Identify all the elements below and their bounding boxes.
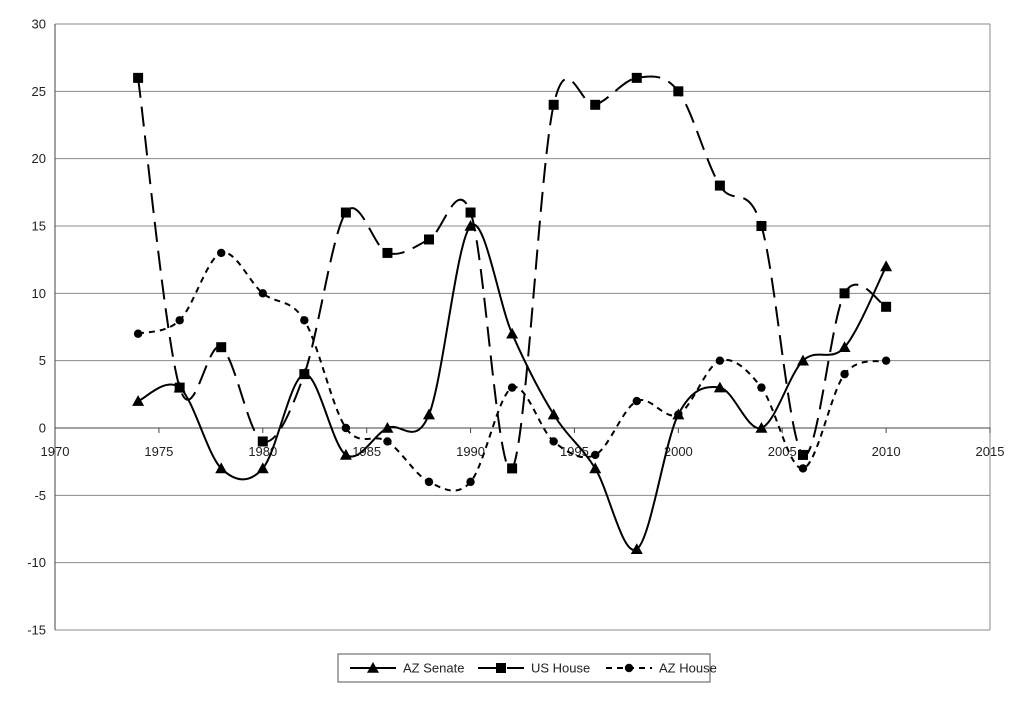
data-point-az-house bbox=[341, 423, 351, 433]
x-tick-label: 2015 bbox=[976, 444, 1005, 459]
data-point-az-house bbox=[133, 329, 143, 338]
gridlines bbox=[55, 23, 990, 631]
data-point-us-house bbox=[382, 247, 393, 258]
data-point-az-senate bbox=[215, 462, 228, 474]
legend-label-az-senate: AZ Senate bbox=[403, 661, 464, 676]
x-tick-label: 2000 bbox=[664, 444, 693, 459]
data-point-az-senate bbox=[880, 260, 893, 272]
legend-marker-us-house bbox=[496, 663, 506, 673]
y-tick-label: 0 bbox=[39, 421, 46, 436]
legend-label-az-house: AZ House bbox=[659, 661, 717, 676]
y-tick-label: 5 bbox=[39, 353, 46, 368]
data-point-us-house bbox=[133, 72, 144, 83]
legend: AZ Senate US House AZ House bbox=[337, 653, 717, 683]
y-tick-label: -10 bbox=[27, 555, 46, 570]
data-point-az-senate bbox=[713, 381, 726, 393]
data-point-us-house bbox=[465, 207, 476, 218]
data-point-us-house bbox=[216, 342, 227, 353]
x-tick-label: 1975 bbox=[144, 444, 173, 459]
x-tick-label: 1970 bbox=[41, 444, 70, 459]
data-point-az-house bbox=[383, 437, 392, 446]
data-point-az-house bbox=[798, 464, 808, 473]
y-tick-label: 25 bbox=[32, 84, 46, 99]
data-point-az-house bbox=[424, 477, 434, 487]
y-tick-label: -5 bbox=[34, 488, 46, 503]
data-point-az-senate bbox=[589, 462, 602, 474]
data-point-az-house bbox=[674, 410, 683, 419]
data-point-az-house bbox=[258, 289, 267, 298]
data-point-az-house bbox=[466, 477, 475, 487]
x-tick-label: 1990 bbox=[456, 444, 485, 459]
y-tick-label: 20 bbox=[32, 151, 46, 166]
legend-label-us-house: US House bbox=[531, 661, 590, 676]
y-tick-label: 30 bbox=[32, 17, 46, 32]
data-point-az-senate bbox=[423, 408, 435, 420]
data-point-az-house bbox=[881, 356, 891, 365]
data-point-az-house bbox=[591, 450, 600, 460]
data-point-az-house bbox=[549, 437, 558, 446]
data-point-us-house bbox=[631, 72, 642, 83]
data-point-az-house bbox=[840, 369, 849, 379]
series-markers bbox=[132, 72, 893, 554]
data-point-us-house bbox=[340, 207, 351, 218]
data-point-az-senate bbox=[630, 543, 643, 554]
series-line-us-house bbox=[137, 75, 887, 471]
y-tick-label: 15 bbox=[32, 219, 46, 234]
x-tick-label: 2010 bbox=[872, 444, 901, 459]
x-axis-tick-labels: 1970 1975 1980 1985 1990 1995 2000 2005 2010 2015 bbox=[41, 444, 1005, 459]
data-point-us-house bbox=[299, 369, 310, 380]
axes bbox=[54, 24, 991, 630]
y-axis-tick-labels: -15 -10 -5 0 5 10 15 20 25 30 bbox=[27, 17, 46, 638]
data-point-us-house bbox=[507, 463, 518, 474]
series-lines bbox=[137, 75, 887, 551]
data-point-az-senate bbox=[381, 422, 394, 433]
data-point-az-house bbox=[757, 383, 766, 392]
data-point-az-senate bbox=[464, 220, 477, 231]
data-point-us-house bbox=[798, 449, 808, 460]
data-point-az-senate bbox=[339, 448, 352, 460]
data-point-az-house bbox=[632, 396, 641, 406]
data-point-us-house bbox=[257, 436, 268, 447]
data-point-az-senate bbox=[132, 395, 145, 406]
data-point-az-house bbox=[175, 316, 184, 325]
data-point-az-house bbox=[300, 316, 309, 325]
legend-marker-az-house bbox=[624, 663, 634, 673]
data-point-us-house bbox=[839, 288, 850, 299]
data-point-us-house bbox=[174, 382, 185, 393]
data-point-az-senate bbox=[755, 422, 768, 433]
data-point-us-house bbox=[714, 180, 725, 191]
y-tick-label: -15 bbox=[27, 623, 46, 638]
x-tick-label: 2005 bbox=[768, 444, 797, 459]
data-point-az-senate bbox=[838, 341, 851, 352]
data-point-az-senate bbox=[506, 327, 519, 339]
x-tick-label: 1995 bbox=[560, 444, 589, 459]
data-point-az-senate bbox=[547, 408, 560, 420]
data-point-us-house bbox=[673, 86, 684, 97]
legend-marker-az-senate bbox=[367, 662, 379, 673]
data-point-az-house bbox=[507, 383, 517, 392]
data-point-az-house bbox=[715, 356, 725, 365]
data-point-us-house bbox=[881, 301, 892, 312]
data-point-us-house bbox=[756, 221, 767, 231]
series-line-az-senate bbox=[137, 223, 887, 551]
data-point-az-senate bbox=[256, 462, 269, 474]
y-tick-label: 10 bbox=[32, 286, 46, 301]
data-point-us-house bbox=[424, 234, 434, 245]
data-point-az-senate bbox=[797, 354, 809, 366]
data-point-us-house bbox=[590, 99, 601, 110]
x-tick-label: 1985 bbox=[352, 444, 381, 459]
data-point-az-house bbox=[217, 248, 226, 258]
data-point-us-house bbox=[548, 99, 559, 110]
